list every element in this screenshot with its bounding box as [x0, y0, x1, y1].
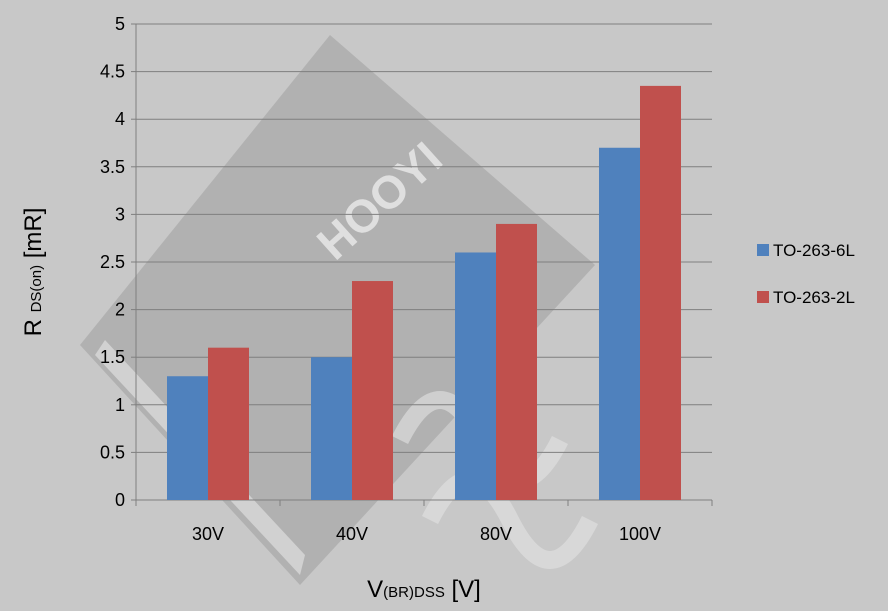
x-tick-label: 40V — [336, 524, 368, 544]
legend-label: TO-263-6L — [773, 241, 855, 260]
x-tick-label: 80V — [480, 524, 512, 544]
bar-to-263-2l-30v — [208, 347, 249, 500]
legend-swatch — [757, 291, 769, 303]
bar-to-263-2l-100v — [640, 85, 681, 500]
y-tick-label: 5 — [115, 14, 125, 34]
bar-to-263-2l-40v — [352, 281, 393, 500]
bar-to-263-2l-80v — [496, 223, 537, 501]
x-axis-title-unit: [V] — [445, 576, 481, 603]
y-axis-title-unit: [mR] — [20, 208, 47, 265]
y-tick-labels: 0 0.5 1 1.5 2 2.5 3 3.5 4 4.5 5 — [100, 14, 125, 510]
x-axis-title: V(BR)DSS [V] — [367, 576, 481, 603]
x-tick-labels: 30V 40V 80V 100V — [192, 524, 661, 544]
legend-swatch — [757, 244, 769, 256]
y-tick-label: 2.5 — [100, 252, 125, 272]
y-tick-label: 3.5 — [100, 157, 125, 177]
y-tick-label: 1.5 — [100, 347, 125, 367]
y-tick-label: 2 — [115, 300, 125, 320]
x-axis-title-main: V — [367, 576, 383, 603]
x-axis-title-sub: (BR)DSS — [383, 584, 445, 601]
legend-label: TO-263-2L — [773, 288, 855, 307]
legend: TO-263-6L TO-263-2L — [757, 241, 855, 307]
y-axis-title: R DS(on) [mR] — [20, 208, 47, 337]
bars — [167, 85, 681, 501]
y-tick-label: 4 — [115, 109, 125, 129]
bar-to-263-6l-30v — [167, 376, 208, 500]
bar-to-263-6l-40v — [311, 357, 352, 500]
y-axis-title-main: R — [20, 312, 47, 336]
y-tick-label: 4.5 — [100, 62, 125, 82]
y-tick-label: 0.5 — [100, 442, 125, 462]
x-tick-label: 30V — [192, 524, 224, 544]
x-tick-label: 100V — [619, 524, 661, 544]
bar-to-263-6l-80v — [455, 252, 496, 500]
bar-to-263-6l-100v — [599, 147, 640, 500]
y-tick-label: 0 — [115, 490, 125, 510]
y-tick-label: 1 — [115, 395, 125, 415]
y-axis-title-sub: DS(on) — [28, 265, 45, 313]
y-tick-label: 3 — [115, 204, 125, 224]
